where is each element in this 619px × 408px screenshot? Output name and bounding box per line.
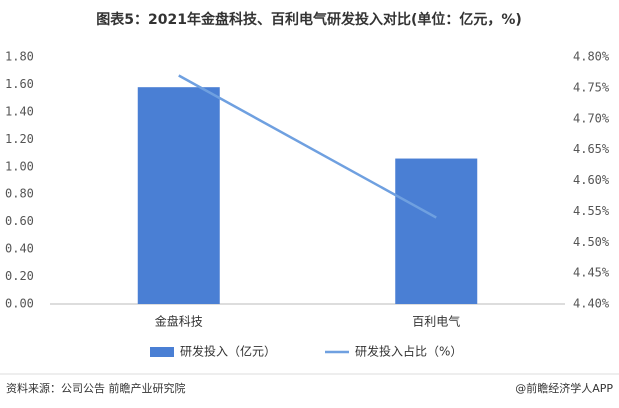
y-tick-label: 1.20 [5,132,34,146]
chart-title: 图表5：2021年金盘科技、百利电气研发投入对比(单位：亿元，%) [96,11,522,28]
y-tick-label: 0.40 [5,242,34,256]
y-tick-label: 0.20 [5,269,34,283]
y2-tick-label: 4.65% [573,142,610,156]
legend-label: 研发投入占比（%） [355,344,462,359]
legend-swatch [150,347,174,357]
y2-tick-label: 4.80% [573,50,610,64]
y-tick-label: 1.00 [5,159,34,173]
x-tick-label: 金盘科技 [155,314,203,329]
y2-tick-label: 4.55% [573,204,610,218]
y2-tick-label: 4.70% [573,111,610,125]
y-tick-label: 1.80 [5,50,34,64]
y-tick-label: 0.80 [5,187,34,201]
x-tick-label: 百利电气 [412,314,460,329]
y-tick-label: 0.60 [5,214,34,228]
bar [395,158,478,304]
y-tick-label: 1.40 [5,104,34,118]
credit: @前瞻经济学人APP [515,381,613,395]
line [178,74,437,219]
y2-tick-label: 4.75% [573,80,610,94]
source: 资料来源：公司公告 前瞻产业研究院 [6,381,186,395]
bar [137,87,220,304]
y2-tick-label: 4.40% [573,297,610,311]
y-tick-label: 0.00 [5,297,34,311]
y2-tick-label: 4.45% [573,266,610,280]
y-tick-label: 1.60 [5,77,34,91]
y2-tick-label: 4.60% [573,173,610,187]
legend-label: 研发投入（亿元） [180,344,276,359]
y2-tick-label: 4.50% [573,235,610,249]
